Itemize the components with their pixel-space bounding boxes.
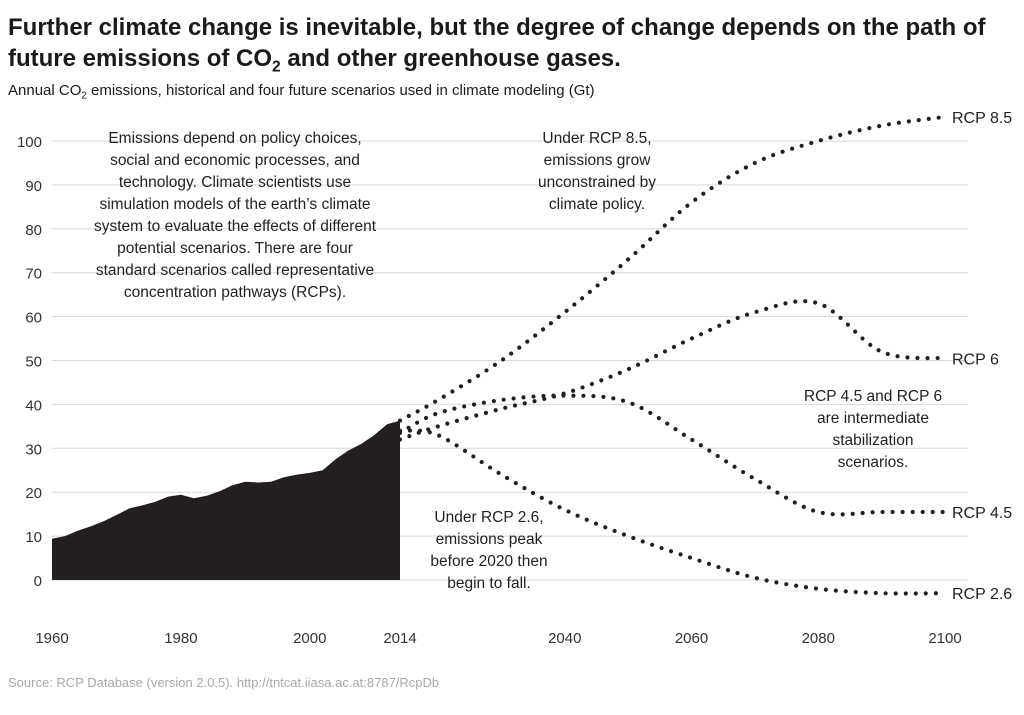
y-tick-label: 90 [25, 178, 42, 195]
x-axis-ticks: 1960 1980 2000 2014 2040 2060 2080 2100 [35, 630, 961, 647]
annotation-line: emissions grow [544, 152, 652, 169]
y-tick-label: 30 [25, 441, 42, 458]
y-tick-label: 80 [25, 222, 42, 239]
annotation-line: Under RCP 8.5, [542, 130, 651, 147]
series-label-rcp-4-5: RCP 4.5 [952, 505, 1012, 522]
title-text: Further climate change is inevitable, bu… [8, 14, 986, 72]
series-line-rcp-2-6 [397, 428, 948, 596]
y-tick-label: 20 [25, 485, 42, 502]
x-tick-label: 2100 [928, 630, 961, 647]
series-line-rcp-6 [397, 299, 948, 442]
x-tick-label: 1960 [35, 630, 68, 647]
annotation-4: Under RCP 2.6, emissions peak before 2020 … [430, 509, 547, 592]
y-tick-label: 100 [17, 134, 42, 151]
x-tick-label: 2014 [383, 630, 416, 647]
annotation-line: RCP 4.5 and RCP 6 [804, 388, 942, 405]
y-tick-label: 0 [34, 573, 42, 590]
annotation-line: technology. Climate scientists use [119, 174, 351, 191]
chart-subtitle: Annual CO2 emissions, historical and fou… [8, 82, 595, 102]
annotation-line: social and economic processes, and [110, 152, 360, 169]
series-line-rcp-8-5 [397, 114, 948, 423]
annotation-line: Emissions depend on policy choices, [108, 130, 361, 147]
annotation-line: concentration pathways (RCPs). [124, 284, 346, 301]
y-axis-ticks: 0 10 20 30 40 50 60 70 80 90 100 [17, 134, 42, 590]
y-tick-label: 50 [25, 354, 42, 371]
annotation-line: unconstrained by [538, 174, 656, 191]
x-tick-label: 1980 [164, 630, 197, 647]
annotation-line: system to evaluate the effects of differ… [94, 218, 377, 235]
data-layer [52, 114, 948, 596]
y-tick-label: 60 [25, 310, 42, 327]
y-tick-label: 10 [25, 529, 42, 546]
annotation-line: simulation models of the earth’s climate [99, 196, 370, 213]
source-note: Source: RCP Database (version 2.0.5). ht… [8, 675, 440, 690]
y-tick-label: 40 [25, 397, 42, 414]
annotation-line: climate policy. [549, 196, 645, 213]
annotation-2: Under RCP 8.5, emissions grow unconstraine… [538, 130, 656, 213]
grid-lines [52, 140, 968, 581]
y-tick-label: 70 [25, 266, 42, 283]
x-tick-label: 2060 [675, 630, 708, 647]
title-subscript: 2 [272, 58, 281, 76]
title-text-end: and other greenhouse gases. [280, 45, 621, 72]
annotation-line: before 2020 then [430, 553, 547, 570]
annotation-line: are intermediate [817, 410, 929, 427]
series-label-rcp-8-5: RCP 8.5 [952, 110, 1012, 127]
annotation-1: Emissions depend on policy choices, socia… [94, 130, 377, 301]
subtitle-subscript: 2 [81, 90, 87, 102]
series-label-rcp-2-6: RCP 2.6 [952, 586, 1012, 603]
annotation-line: scenarios. [838, 454, 909, 471]
series-labels: RCP 8.5 RCP 6 RCP 4.5 RCP 2.6 [952, 110, 1012, 603]
annotation-line: potential scenarios. There are four [117, 240, 353, 257]
subtitle-text-end: emissions, historical and four future sc… [86, 82, 595, 99]
series-label-rcp-6: RCP 6 [952, 351, 999, 368]
subtitle-text: Annual CO [8, 82, 82, 99]
chart-title: Further climate change is inevitable, bu… [8, 12, 1008, 76]
annotation-line: stabilization [833, 432, 914, 449]
annotation-3: RCP 4.5 and RCP 6 are intermediate stabili… [804, 388, 942, 471]
x-tick-label: 2040 [548, 630, 581, 647]
annotation-line: standard scenarios called representative [96, 262, 374, 279]
historical-emissions-area [52, 420, 400, 580]
annotations: Emissions depend on policy choices, socia… [94, 130, 942, 592]
annotation-line: emissions peak [436, 531, 543, 548]
x-tick-label: 2080 [802, 630, 835, 647]
annotation-line: Under RCP 2.6, [434, 509, 543, 526]
annotation-line: begin to fall. [447, 575, 531, 592]
x-tick-label: 2000 [293, 630, 326, 647]
